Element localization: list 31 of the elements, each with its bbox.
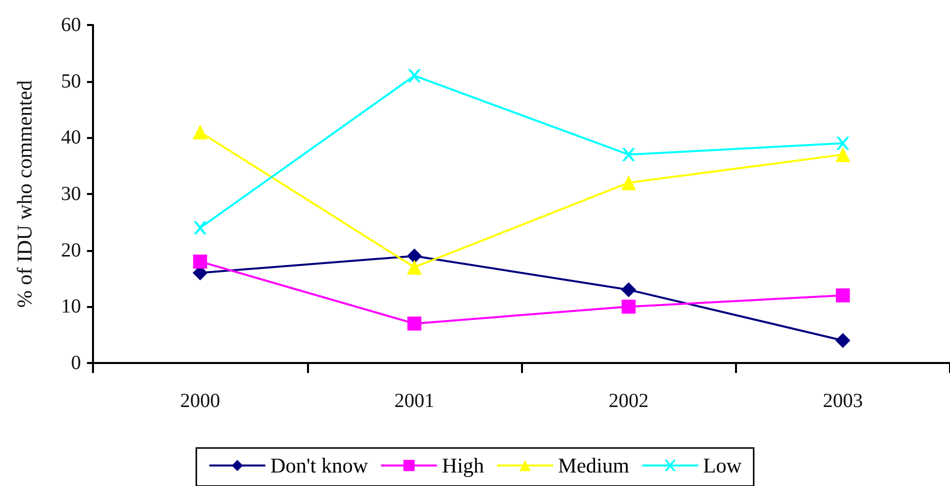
y-axis-title: % of IDU who commented	[12, 80, 36, 308]
y-tick-label: 50	[61, 70, 81, 92]
legend-label: Medium	[558, 454, 630, 478]
point	[194, 221, 207, 234]
point	[408, 69, 421, 82]
x-tick-label: 2002	[608, 390, 649, 412]
y-tick-label: 30	[61, 183, 81, 205]
point	[407, 316, 422, 331]
y-tick-label: 10	[61, 296, 81, 318]
point	[622, 300, 636, 314]
point	[835, 332, 850, 348]
x-tick-label: 2001	[394, 390, 434, 412]
point	[192, 124, 208, 140]
y-tick-label: 20	[61, 239, 81, 262]
point	[835, 147, 850, 162]
y-tick-label: 60	[61, 14, 81, 36]
y-tick-label: 0	[71, 352, 81, 374]
x-tick-label: 2003	[822, 390, 863, 412]
point	[406, 248, 422, 264]
point	[622, 148, 636, 162]
legend-label: Low	[703, 454, 743, 478]
point	[621, 282, 636, 298]
point	[836, 288, 850, 302]
x-tick-label: 2000	[180, 390, 220, 412]
legend-label: Don't know	[270, 454, 369, 478]
point	[621, 175, 636, 190]
point	[406, 260, 422, 275]
point	[193, 254, 208, 269]
point	[836, 136, 850, 150]
legend-label: High	[442, 454, 485, 478]
y-tick-label: 40	[61, 126, 81, 149]
